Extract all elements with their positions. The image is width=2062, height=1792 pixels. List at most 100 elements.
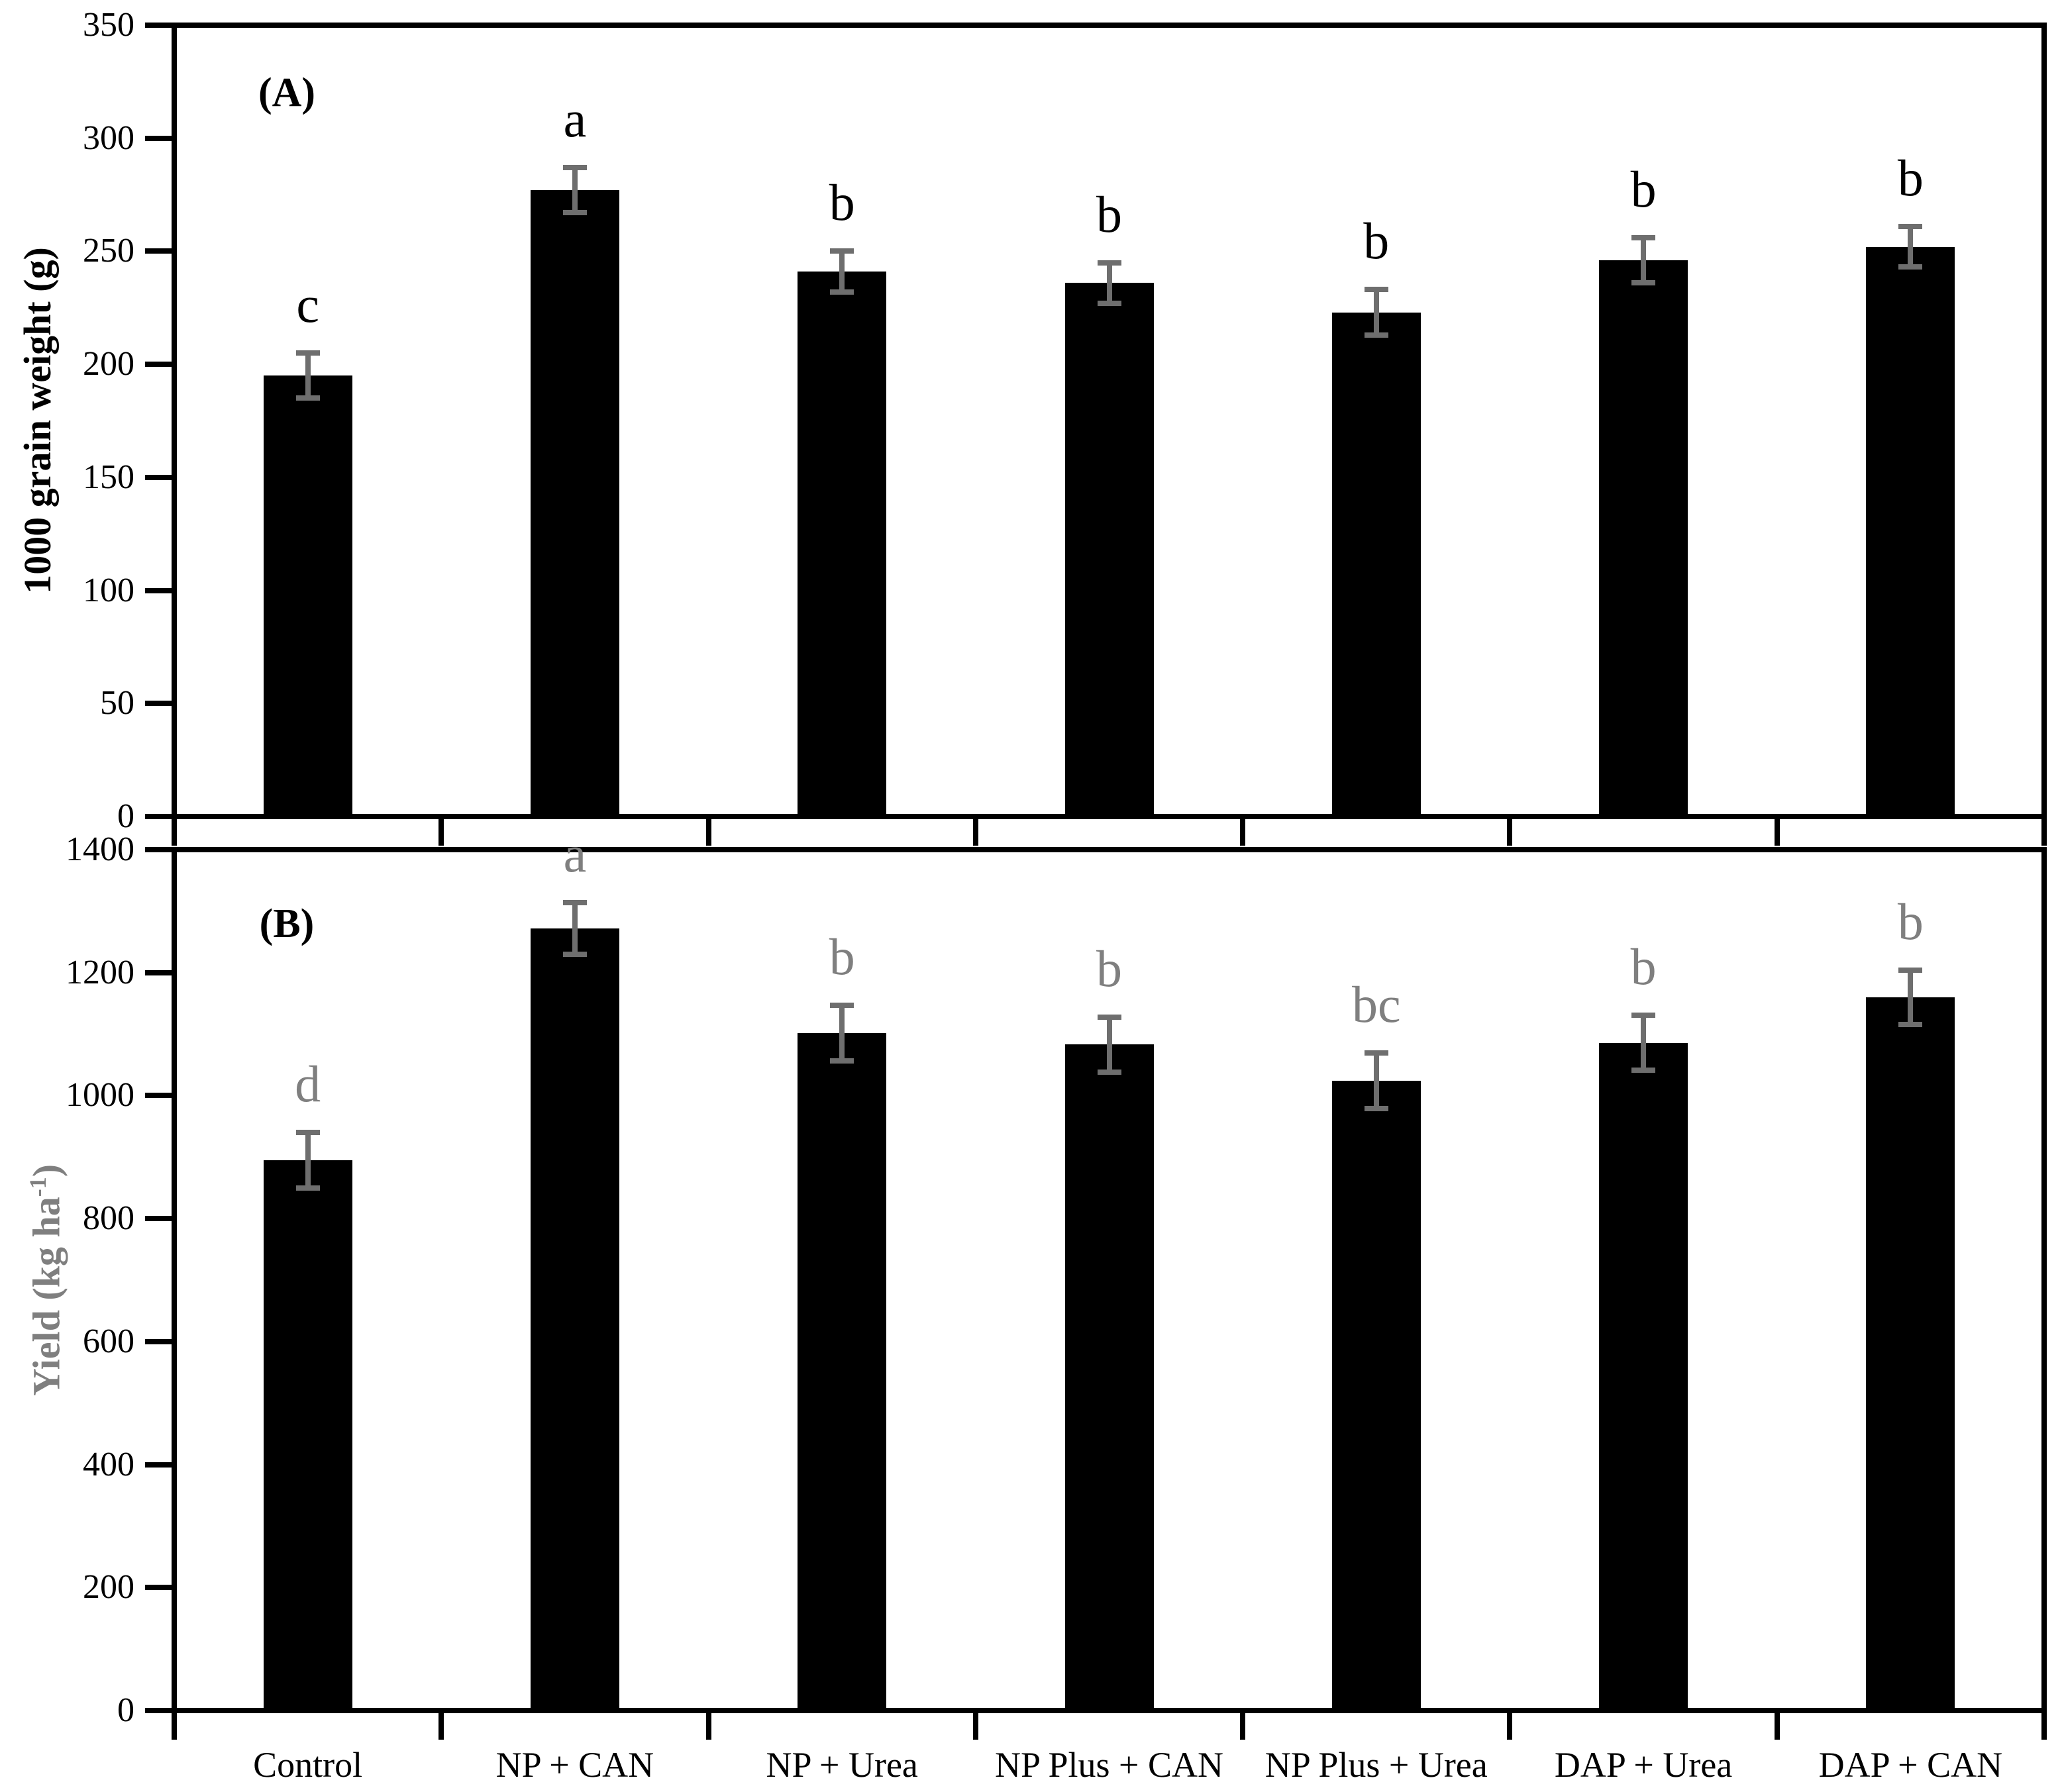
bar bbox=[1599, 1042, 1688, 1711]
y-axis-title-yield-suffix: ) bbox=[25, 1164, 68, 1177]
panel-A-x-tick bbox=[705, 819, 711, 846]
significance-letter: b bbox=[1897, 148, 1924, 207]
bar bbox=[263, 375, 352, 817]
panel-A-x-tick bbox=[2041, 819, 2047, 846]
error-bar-line bbox=[572, 902, 578, 954]
y-tick-label: 800 bbox=[83, 1199, 134, 1238]
error-bar-cap-bottom bbox=[1097, 300, 1121, 306]
error-bar-line bbox=[572, 168, 578, 213]
panel-A-y-tick bbox=[145, 474, 172, 480]
panel-B-left-spine bbox=[172, 850, 177, 1711]
error-bar-cap-top bbox=[1898, 968, 1923, 973]
error-bar-cap-top bbox=[830, 248, 854, 254]
panel-B-x-tick bbox=[972, 1713, 978, 1740]
error-bar-cap-bottom bbox=[1364, 1105, 1388, 1111]
error-bar-line bbox=[1106, 262, 1112, 303]
x-tick-label: DAP + CAN bbox=[1818, 1745, 2003, 1785]
x-tick-label: Control bbox=[253, 1745, 363, 1785]
error-bar-line bbox=[839, 251, 845, 292]
significance-letter: a bbox=[563, 90, 587, 148]
significance-letter: d bbox=[295, 1055, 321, 1113]
significance-letter: b bbox=[829, 927, 855, 985]
error-bar-cap-bottom bbox=[1898, 264, 1923, 270]
panel-B-x-tick bbox=[172, 1713, 177, 1740]
significance-letter: b bbox=[1096, 939, 1122, 997]
y-tick-label: 150 bbox=[83, 458, 134, 496]
error-bar-cap-top bbox=[562, 165, 587, 171]
panel-A-top-spine bbox=[172, 23, 2047, 28]
panel-B-x-tick bbox=[1507, 1713, 1513, 1740]
x-tick-label: NP Plus + CAN bbox=[994, 1745, 1223, 1785]
panel-A-right-spine bbox=[2041, 25, 2047, 817]
panel-B-y-tick bbox=[145, 1338, 172, 1344]
panel-A-y-tick bbox=[145, 701, 172, 707]
panel-B-top-spine bbox=[172, 847, 2047, 852]
panel-A-x-tick bbox=[172, 819, 177, 846]
bar bbox=[1331, 1081, 1421, 1711]
significance-letter: b bbox=[1630, 937, 1657, 995]
panel-A-y-tick bbox=[145, 23, 172, 28]
panel-A-left-spine bbox=[172, 25, 177, 817]
panel-B-bottom-spine bbox=[172, 1708, 2047, 1713]
y-tick-label: 100 bbox=[83, 571, 134, 609]
error-bar-line bbox=[1908, 970, 1914, 1024]
error-bar-cap-top bbox=[1364, 1050, 1388, 1056]
y-tick-label: 1400 bbox=[66, 830, 134, 868]
panel-B-y-tick bbox=[145, 1585, 172, 1591]
error-bar-line bbox=[1641, 1015, 1647, 1071]
error-bar-cap-top bbox=[1097, 1014, 1121, 1020]
significance-letter: bc bbox=[1351, 975, 1401, 1034]
panel-label-a: (A) bbox=[258, 70, 316, 115]
error-bar-line bbox=[305, 353, 311, 399]
significance-letter: b bbox=[1630, 160, 1657, 218]
significance-letter: a bbox=[563, 824, 587, 883]
y-tick-label: 1200 bbox=[66, 953, 134, 991]
error-bar-cap-top bbox=[295, 1130, 320, 1136]
error-bar-line bbox=[1373, 1053, 1379, 1109]
error-bar-line bbox=[1908, 226, 1914, 268]
bar bbox=[1064, 1044, 1154, 1711]
panel-A-y-tick bbox=[145, 587, 172, 593]
panel-A-y-tick bbox=[145, 248, 172, 254]
error-bar-cap-top bbox=[1898, 223, 1923, 229]
error-bar-cap-top bbox=[295, 350, 320, 356]
error-bar-cap-bottom bbox=[1364, 332, 1388, 338]
y-tick-label: 600 bbox=[83, 1322, 134, 1360]
y-tick-label: 250 bbox=[83, 232, 134, 270]
panel-A-y-tick bbox=[145, 814, 172, 819]
error-bar-cap-top bbox=[1631, 1012, 1656, 1018]
y-tick-label: 350 bbox=[83, 6, 134, 44]
bar bbox=[798, 1032, 887, 1711]
panel-B-right-spine bbox=[2041, 850, 2047, 1711]
panel-B-y-tick bbox=[145, 970, 172, 975]
significance-letter: c bbox=[296, 275, 319, 334]
y-tick-label: 0 bbox=[117, 1691, 134, 1729]
error-bar-line bbox=[1641, 237, 1647, 283]
bar bbox=[530, 928, 619, 1711]
error-bar-cap-top bbox=[562, 899, 587, 905]
bar bbox=[798, 272, 887, 817]
x-tick-label: NP + CAN bbox=[495, 1745, 654, 1785]
panel-A-bottom-spine bbox=[172, 814, 2047, 819]
x-tick-label: NP + Urea bbox=[766, 1745, 918, 1785]
panel-label-b: (B) bbox=[259, 901, 315, 946]
y-tick-label: 400 bbox=[83, 1445, 134, 1483]
error-bar-line bbox=[1373, 289, 1379, 335]
error-bar-line bbox=[839, 1005, 845, 1061]
panel-B-y-tick bbox=[145, 1093, 172, 1099]
bar bbox=[530, 190, 619, 817]
error-bar-cap-bottom bbox=[1898, 1021, 1923, 1027]
error-bar-cap-bottom bbox=[830, 1058, 854, 1064]
y-tick-label: 0 bbox=[117, 797, 134, 835]
panel-B-x-tick bbox=[705, 1713, 711, 1740]
bar bbox=[263, 1160, 352, 1711]
panel-A-x-tick bbox=[1507, 819, 1513, 846]
panel-A-y-tick bbox=[145, 135, 172, 141]
y-tick-label: 1000 bbox=[66, 1076, 134, 1115]
bar bbox=[1064, 283, 1154, 817]
panel-A-y-tick bbox=[145, 362, 172, 368]
panel-B-y-tick bbox=[145, 1216, 172, 1222]
panel-B-y-tick bbox=[145, 1462, 172, 1468]
error-bar-cap-top bbox=[830, 1002, 854, 1008]
error-bar-cap-bottom bbox=[1631, 1068, 1656, 1073]
